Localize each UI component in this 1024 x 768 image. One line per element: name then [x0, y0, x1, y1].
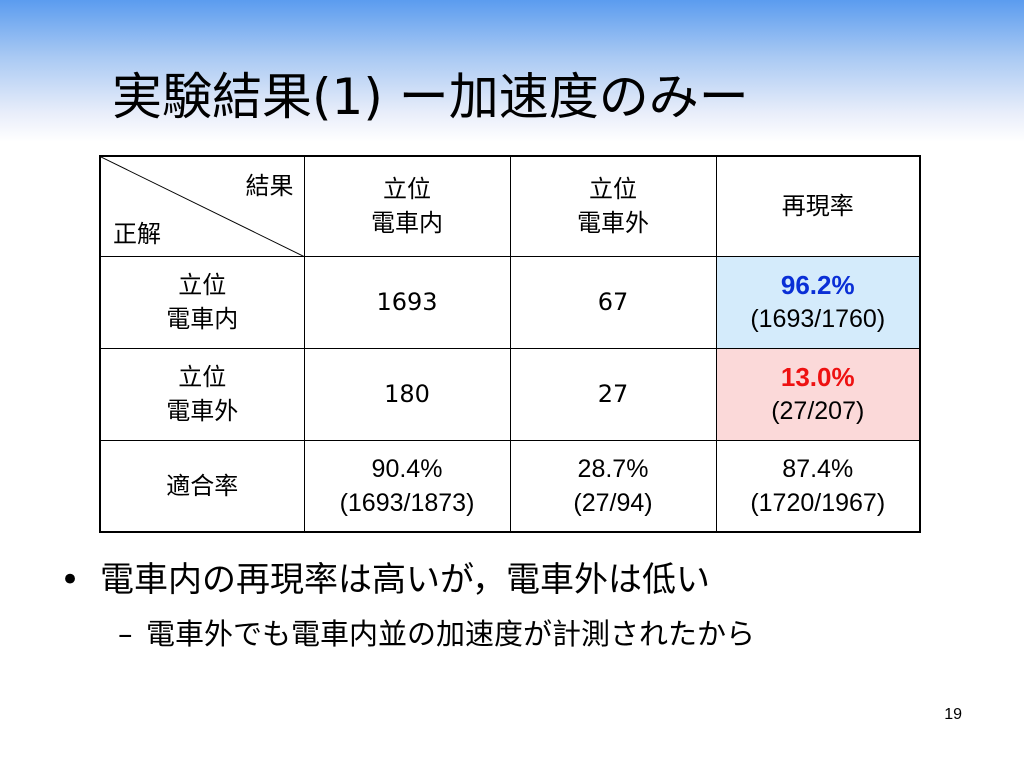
- col-header-standing-inside: 立位 電車内: [303, 155, 511, 257]
- recall-inside-detail: (1693/1760): [750, 305, 886, 333]
- slide-title: 実験結果(1) ー加速度のみー: [112, 68, 749, 126]
- recall-outside-cell: 13.0% (27/207): [715, 347, 921, 441]
- cell-outside-inside: 180: [303, 347, 511, 441]
- recall-outside-value: 13.0%: [780, 362, 855, 392]
- header-background: [0, 0, 1024, 142]
- col-header-recall: 再現率: [715, 155, 921, 257]
- col-header-standing-outside: 立位 電車外: [509, 155, 717, 257]
- row-header-standing-outside: 立位 電車外: [99, 347, 305, 441]
- bullet-marker: •: [60, 560, 81, 600]
- table-row: 立位 電車内 1693 67 96.2% (1693/1760): [99, 255, 921, 349]
- cell-inside-inside: 1693: [303, 255, 511, 349]
- corner-result-label: 結果: [245, 172, 294, 200]
- accuracy-cell: 87.4% (1720/1967): [715, 439, 921, 533]
- table-header-row: 結果 正解 立位 電車内 立位 電車外 再現率: [99, 155, 921, 257]
- precision-outside-cell: 28.7% (27/94): [509, 439, 717, 533]
- recall-outside-detail: (27/207): [771, 397, 865, 425]
- precision-inside-cell: 90.4% (1693/1873): [303, 439, 511, 533]
- corner-answer-label: 正解: [113, 220, 161, 248]
- cell-outside-outside: 27: [509, 347, 717, 441]
- row-header-precision: 適合率: [99, 439, 305, 533]
- sub-bullet-marker: –: [118, 617, 133, 651]
- row-header-standing-inside: 立位 電車内: [99, 255, 305, 349]
- sub-bullet-text: 電車外でも電車内並の加速度が計測されたから: [146, 617, 756, 651]
- sub-bullet: – 電車外でも電車内並の加速度が計測されたから: [118, 614, 755, 654]
- cell-inside-outside: 67: [509, 255, 717, 349]
- corner-cell: 結果 正解: [99, 155, 305, 257]
- recall-inside-cell: 96.2% (1693/1760): [715, 255, 921, 349]
- main-bullet: • 電車内の再現率は高いが，電車外は低い: [60, 558, 710, 602]
- corner-diagonal: [101, 157, 305, 257]
- table-row: 立位 電車外 180 27 13.0% (27/207): [99, 347, 921, 441]
- main-bullet-text: 電車内の再現率は高いが，電車外は低い: [100, 560, 710, 600]
- table-row: 適合率 90.4% (1693/1873) 28.7% (27/94) 87.4…: [99, 439, 921, 533]
- recall-inside-value: 96.2%: [780, 270, 855, 300]
- page-number: 19: [944, 706, 962, 723]
- results-table: 結果 正解 立位 電車内 立位 電車外 再現率 立位 電車内 1693 67 9…: [99, 155, 921, 533]
